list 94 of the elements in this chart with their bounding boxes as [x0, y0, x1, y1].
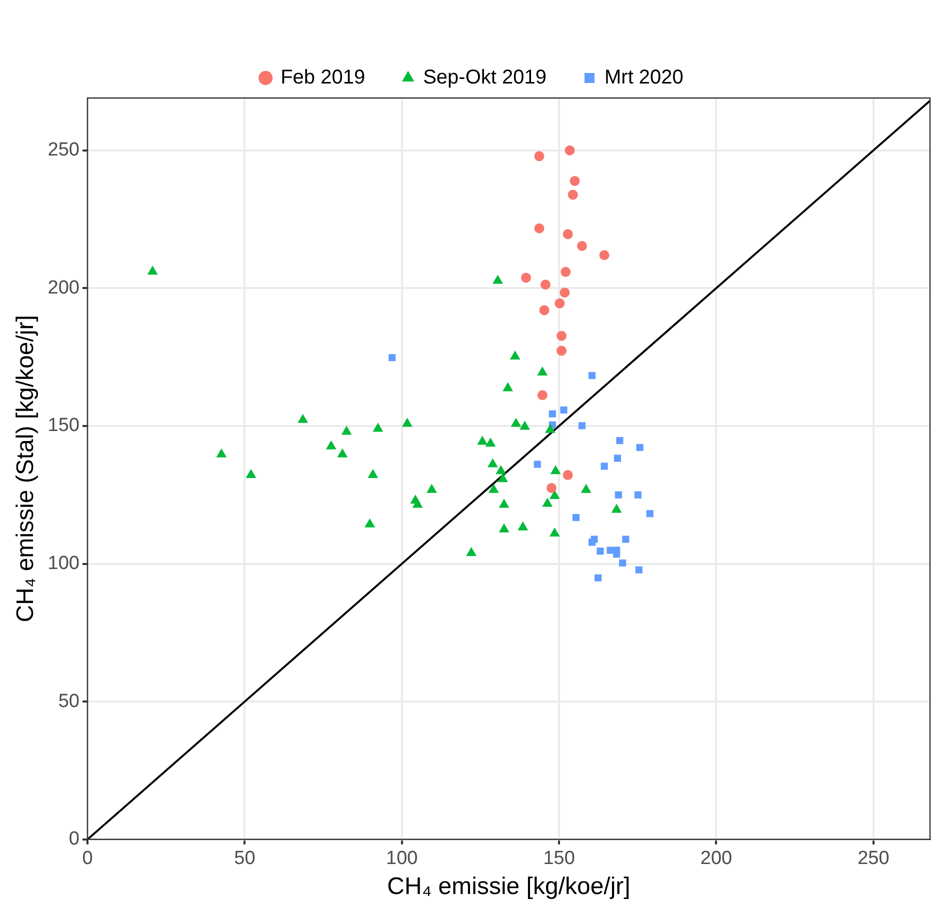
x-tick-label: 100 [386, 848, 418, 870]
point [611, 504, 622, 513]
point [364, 518, 375, 528]
point [518, 521, 528, 530]
y-tick-label: 100 [48, 553, 80, 574]
point [613, 550, 620, 558]
point [402, 418, 412, 427]
y-tick-label: 50 [58, 690, 80, 712]
point [562, 470, 573, 480]
point [594, 574, 602, 582]
y-tick-label: 0 [68, 828, 80, 850]
point [619, 559, 626, 566]
point [496, 465, 506, 474]
point [534, 460, 541, 468]
point [510, 350, 520, 360]
point [372, 422, 384, 432]
point [498, 473, 508, 482]
point [570, 176, 580, 186]
point [426, 484, 437, 493]
y-tick-label: 150 [48, 415, 80, 436]
point [622, 536, 630, 543]
point [616, 437, 624, 444]
point [614, 454, 622, 462]
point [635, 566, 642, 574]
point [572, 514, 580, 522]
point [646, 510, 654, 518]
point [337, 448, 348, 458]
point [542, 498, 553, 507]
x-axis-title: CH₄ emissie [kg/koe/jr] [387, 873, 630, 900]
y-tick-label: 250 [48, 140, 80, 161]
point [568, 190, 578, 200]
point [560, 266, 571, 277]
point [588, 372, 596, 380]
point [636, 444, 644, 452]
point [550, 465, 561, 474]
point [556, 346, 567, 356]
point [614, 491, 622, 498]
point [537, 390, 548, 400]
point [540, 280, 551, 290]
point [326, 440, 336, 450]
point [488, 484, 499, 493]
x-tick-label: 200 [700, 848, 732, 870]
point [578, 422, 586, 430]
point [548, 410, 556, 418]
point [560, 406, 568, 414]
point [546, 482, 557, 493]
x-tick-label: 250 [858, 848, 890, 870]
point [600, 462, 608, 470]
point [534, 151, 544, 162]
point [388, 354, 396, 362]
point [510, 418, 522, 427]
point [498, 523, 510, 532]
point [549, 490, 560, 499]
point [368, 469, 378, 478]
point [537, 366, 548, 376]
point [521, 272, 532, 283]
point [520, 420, 530, 430]
point [576, 241, 587, 252]
point [556, 330, 567, 341]
point [549, 527, 560, 536]
point [539, 305, 550, 316]
point [412, 498, 423, 508]
point [596, 548, 604, 555]
point [216, 448, 227, 458]
point [477, 436, 488, 445]
point [498, 498, 510, 508]
y-tick-label: 200 [48, 277, 80, 298]
point [492, 274, 503, 284]
x-tick-label: 0 [82, 848, 93, 870]
point [485, 438, 496, 447]
point [588, 538, 596, 546]
point [147, 266, 158, 275]
legend-label: Mrt 2020 [604, 66, 684, 89]
point [634, 491, 642, 498]
point [545, 424, 556, 433]
legend-label: Sep-Okt 2019 [423, 66, 547, 89]
point [562, 229, 573, 240]
point [298, 414, 308, 423]
point [606, 546, 614, 554]
point [564, 145, 575, 156]
point [554, 298, 565, 308]
legend-label: Feb 2019 [280, 66, 366, 89]
x-tick-label: 150 [543, 848, 575, 870]
point [560, 288, 570, 298]
x-tick-label: 50 [234, 848, 256, 870]
point [466, 547, 477, 556]
point [580, 484, 592, 493]
point [502, 382, 514, 392]
point [488, 458, 498, 468]
point [341, 426, 352, 435]
point [599, 250, 610, 260]
point [246, 469, 256, 478]
y-axis-title: CH₄ emissie (Stal) [kg/koe/jr] [12, 315, 40, 622]
point [534, 223, 544, 234]
